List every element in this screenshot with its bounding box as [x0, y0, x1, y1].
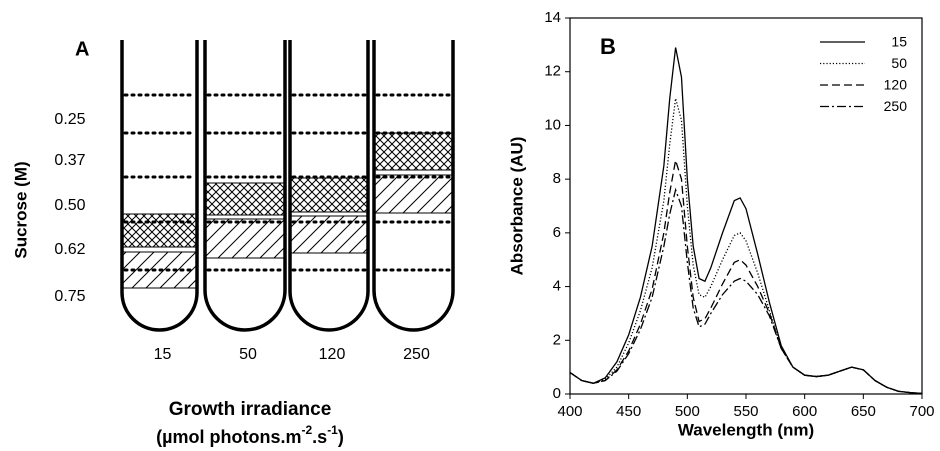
panel-label: A [75, 38, 89, 60]
y-tick-label: 6 [553, 224, 561, 241]
tube [203, 40, 287, 332]
panel-b: 0 2 4 6 8 10 12 14 400 450 500 550 600 650 700 Waveleng… [507, 9, 934, 440]
y-tick-label: 4 [553, 278, 561, 295]
tube-label: 50 [239, 346, 257, 363]
band [204, 182, 286, 216]
panel-a: A Sucrose (M) Growth irradiance (µmol ph… [11, 38, 455, 447]
text-part: .s [312, 427, 327, 447]
superscript: -1 [327, 423, 338, 437]
tube [288, 40, 370, 332]
axis-units: (µmol photons.m-2.s-1) [156, 423, 344, 447]
text-part: ) [338, 427, 344, 447]
tube [372, 40, 455, 332]
text-part: (µmol photons.m [156, 427, 301, 447]
band [373, 132, 454, 171]
y-axis-title: Absorbance (AU) [507, 137, 526, 276]
x-tick-label: 500 [675, 403, 700, 420]
series-line [569, 160, 923, 395]
plot-frame [569, 17, 923, 395]
sucrose-label: 0.62 [54, 241, 85, 258]
panel-label: B [600, 34, 616, 59]
axis-title: Sucrose (M) [11, 161, 30, 258]
band [121, 213, 198, 248]
x-tick-label: 650 [851, 403, 876, 420]
sucrose-label: 0.50 [54, 197, 85, 214]
y-tick-label: 2 [553, 331, 561, 348]
sucrose-label: 0.37 [54, 152, 85, 169]
band [204, 218, 286, 259]
tube-label: 250 [403, 346, 430, 363]
tube [120, 40, 199, 332]
band [289, 177, 369, 213]
legend-label: 50 [891, 55, 907, 71]
x-tick-label: 700 [909, 403, 934, 420]
y-tick-label: 12 [544, 63, 561, 80]
y-tick-label: 10 [544, 116, 561, 133]
x-tick-label: 400 [557, 403, 582, 420]
tube-label: 15 [154, 346, 172, 363]
y-tick-label: 0 [553, 385, 561, 402]
legend-label: 250 [884, 98, 908, 114]
legend-label: 120 [884, 77, 908, 93]
y-tick-label: 14 [544, 9, 561, 26]
axis-title: Growth irradiance [169, 399, 332, 420]
x-tick-label: 550 [733, 403, 758, 420]
x-tick-label: 600 [792, 403, 817, 420]
tube-label: 120 [319, 346, 346, 363]
series-line [569, 47, 923, 395]
series-line [569, 187, 923, 395]
x-axis-title: Wavelength (nm) [678, 420, 814, 439]
x-tick-label: 450 [616, 403, 641, 420]
sucrose-label: 0.25 [54, 111, 85, 128]
legend-label: 15 [891, 34, 907, 50]
sucrose-label: 0.75 [54, 288, 85, 305]
superscript: -2 [302, 423, 313, 437]
band [373, 174, 454, 214]
y-tick-label: 8 [553, 170, 561, 187]
